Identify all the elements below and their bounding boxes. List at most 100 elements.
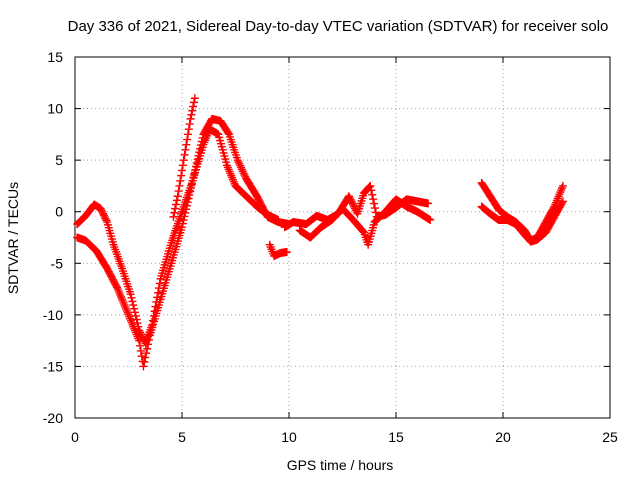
y-tick-label: -10 (43, 307, 63, 323)
data-point (184, 194, 193, 203)
data-point (182, 140, 191, 149)
data-point (424, 199, 433, 208)
data-point (127, 293, 136, 302)
data-point (234, 157, 243, 166)
y-tick-label: -20 (43, 410, 63, 426)
data-point (173, 192, 182, 201)
data-point (182, 205, 191, 214)
data-point (144, 335, 153, 344)
data-point (198, 133, 207, 142)
data-point (558, 181, 567, 190)
data-point (191, 162, 200, 171)
data-point (131, 311, 140, 320)
data-point (178, 219, 187, 228)
data-point (367, 186, 376, 195)
x-tick-label: 20 (495, 429, 511, 445)
data-point (233, 156, 242, 165)
data-point (187, 110, 196, 119)
data-point (102, 216, 111, 225)
data-point (183, 130, 192, 139)
data-point (187, 183, 196, 192)
y-tick-label: -5 (51, 255, 64, 271)
data-point (426, 215, 435, 224)
data-point (144, 340, 153, 349)
series-track-a (73, 125, 283, 348)
data-point (189, 98, 198, 107)
data-point (282, 247, 291, 256)
data-point (358, 226, 367, 235)
data-point (178, 223, 186, 232)
data-point (346, 195, 355, 204)
data-point (181, 145, 190, 154)
data-point (136, 346, 145, 355)
x-tick-label: 15 (388, 429, 404, 445)
data-point (136, 341, 145, 350)
data-point (184, 125, 193, 134)
data-point (170, 208, 179, 217)
data-point (181, 208, 190, 217)
y-tick-label: 15 (47, 49, 63, 65)
data-point (169, 212, 178, 221)
data-point (194, 151, 203, 160)
data-point (178, 161, 187, 170)
data-point (366, 181, 375, 190)
data-point (141, 353, 150, 362)
data-point (237, 165, 246, 174)
series-track-d (265, 240, 291, 261)
data-point (224, 129, 233, 138)
data-point (344, 192, 353, 201)
data-point (179, 216, 188, 225)
data-point (129, 301, 138, 310)
data-point (359, 227, 368, 236)
data-point (238, 167, 247, 176)
data-point (196, 141, 205, 150)
data-point (236, 161, 245, 170)
data-point (189, 173, 198, 182)
data-point (191, 166, 200, 175)
data-point (177, 171, 186, 180)
x-tick-label: 5 (178, 429, 186, 445)
y-tick-label: 10 (47, 101, 63, 117)
chart-title: Day 336 of 2021, Sidereal Day-to-day VTE… (68, 18, 609, 35)
axis-ticks: 0 5 10 15 20 25 -20 -15 -10 -5 0 5 10 15 (43, 49, 618, 445)
data-point (174, 187, 183, 196)
grid (75, 57, 610, 418)
data-point (195, 148, 204, 157)
data-point (365, 182, 374, 191)
data-point (185, 191, 194, 200)
data-point (112, 283, 121, 292)
data-point (196, 144, 205, 153)
y-axis-label: SDTVAR / TECUs (5, 182, 21, 294)
data-point (183, 198, 192, 207)
data-point (185, 120, 194, 129)
y-tick-label: 0 (55, 204, 63, 220)
data-point (186, 187, 195, 196)
data-point (140, 358, 149, 367)
data-point (240, 170, 249, 179)
data-point (347, 197, 356, 206)
x-tick-label: 0 (71, 429, 79, 445)
data-point (182, 201, 191, 210)
data-point (235, 159, 244, 168)
data-point (178, 166, 186, 175)
data-point (190, 169, 199, 178)
data-point (179, 156, 188, 165)
x-tick-label: 25 (602, 429, 618, 445)
x-axis-label: GPS time / hours (287, 457, 394, 473)
data-point (368, 190, 377, 199)
series-track-h (477, 197, 567, 246)
data-point (180, 212, 189, 221)
series-track-f (295, 195, 435, 249)
data-point (139, 362, 148, 371)
data-point (239, 169, 248, 178)
data-point (126, 290, 135, 299)
data-point (189, 102, 198, 111)
data-point (135, 336, 144, 345)
data-point (188, 106, 197, 115)
data-point (369, 199, 378, 208)
data-point (190, 94, 199, 103)
data-point (188, 176, 197, 185)
data-point (193, 155, 202, 164)
